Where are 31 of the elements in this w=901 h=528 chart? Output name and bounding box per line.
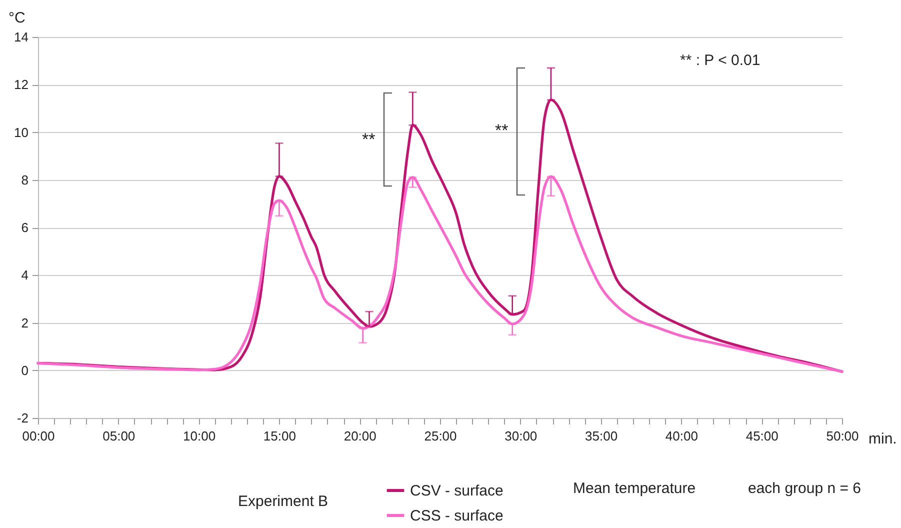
x-tick-label: 20:00 (344, 428, 376, 444)
x-tick-label: 15:00 (263, 428, 296, 444)
y-tick-label: 2 (21, 315, 28, 330)
y-tick-label: 4 (21, 268, 28, 283)
text: each group n = 6 (748, 480, 862, 497)
x-tick-label: 35:00 (585, 428, 618, 444)
x-tick-label: 45:00 (746, 428, 778, 444)
x-tick-label: 25:00 (424, 428, 457, 444)
annotation: ** (495, 121, 508, 141)
y-tick-label: 6 (21, 220, 28, 235)
y-tick-label: 10 (14, 124, 28, 140)
line-series (36, 175, 844, 373)
y-axis-title: °C (8, 10, 26, 26)
x-tick-label: 40:00 (665, 428, 698, 444)
y-tick-label: 12 (14, 77, 28, 92)
x-tick-label: 30:00 (504, 428, 538, 444)
y-tick-label: 0 (21, 362, 28, 378)
text: Mean temperature (573, 480, 696, 497)
y-tick-label: 8 (21, 172, 28, 188)
text: Experiment B (238, 493, 328, 510)
x-tick-label: 00:00 (22, 428, 55, 444)
x-tick-label: 05:00 (102, 428, 136, 444)
x-tick-label: 10:00 (183, 428, 216, 444)
x-tick-label: 50:00 (826, 428, 859, 444)
legend-label: CSV - surface (410, 482, 504, 500)
y-tick-label: -2 (16, 410, 28, 426)
annotation: ** : P < 0.01 (680, 52, 760, 69)
legend-label: CSS - surface (410, 508, 504, 524)
x-axis-title: min. (868, 430, 897, 448)
annotation: ** (362, 130, 376, 150)
y-tick-label: 14 (14, 30, 28, 44)
